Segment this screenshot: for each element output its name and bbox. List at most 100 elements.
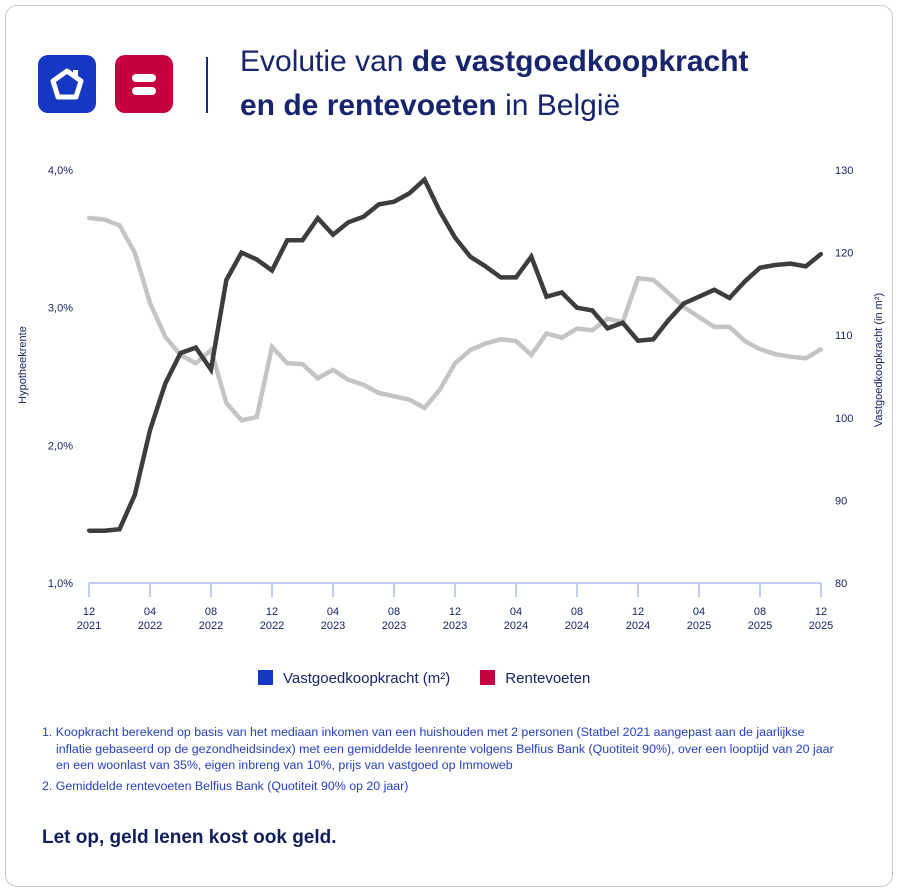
data-point-koopkracht (193, 361, 198, 366)
data-point-koopkracht (666, 291, 671, 296)
title-part: in België (496, 89, 621, 122)
data-point-rentevoeten (498, 275, 503, 280)
data-point-rentevoeten (437, 209, 442, 214)
data-point-koopkracht (559, 335, 564, 340)
data-point-koopkracht (300, 362, 305, 367)
data-point-koopkracht (254, 414, 259, 419)
data-point-rentevoeten (285, 238, 290, 243)
data-point-rentevoeten (209, 367, 213, 372)
right-tick-label: 120 (835, 248, 853, 260)
bank-logo-icon (115, 55, 173, 113)
data-point-koopkracht (651, 277, 656, 282)
data-point-koopkracht (575, 326, 579, 331)
title-bold: en de rentevoeten (240, 89, 497, 122)
x-tick-year: 2022 (199, 620, 223, 632)
data-point-rentevoeten (529, 254, 534, 259)
data-point-rentevoeten (575, 305, 579, 310)
data-point-koopkracht (163, 334, 168, 339)
x-tick-year: 2022 (260, 620, 284, 632)
card-frame (5, 5, 893, 887)
page-title: Evolutie van de vastgoedkoopkracht en de… (240, 40, 749, 128)
x-tick-year: 2024 (565, 620, 589, 632)
x-tick-month: 04 (144, 606, 156, 618)
data-point-koopkracht (132, 250, 137, 255)
footnote-1: 1. Koopkracht berekend op basis van het … (42, 725, 834, 772)
data-point-koopkracht (483, 341, 488, 346)
title-part: Evolutie van (240, 45, 412, 78)
data-point-koopkracht (468, 348, 473, 353)
data-point-rentevoeten (559, 290, 564, 295)
data-point-koopkracht (437, 387, 442, 392)
right-tick-label: 130 (835, 165, 853, 177)
series-line-rentevoeten (89, 175, 823, 533)
data-point-rentevoeten (331, 232, 335, 237)
data-point-koopkracht (788, 354, 793, 359)
title-bold: de vastgoedkoopkracht (411, 45, 749, 78)
data-point-koopkracht (87, 215, 91, 220)
data-point-koopkracht (697, 315, 701, 320)
legend-item-koopkracht: Vastgoedkoopkracht (m²) (258, 670, 450, 687)
data-point-rentevoeten (544, 294, 549, 299)
x-tick-month: 04 (327, 606, 339, 618)
header-divider (206, 57, 208, 113)
x-tick-month: 12 (266, 606, 278, 618)
data-point-rentevoeten (148, 428, 152, 433)
data-point-koopkracht (407, 397, 412, 402)
x-tick-month: 12 (449, 606, 461, 618)
x-tick-year: 2024 (504, 620, 528, 632)
data-point-koopkracht (529, 353, 534, 358)
data-point-koopkracht (361, 382, 366, 387)
data-point-rentevoeten (468, 254, 473, 259)
legend: Vastgoedkoopkracht (m²) Rentevoeten (258, 670, 590, 687)
data-point-koopkracht (102, 217, 107, 222)
data-point-rentevoeten (453, 235, 457, 240)
x-tick-year: 2023 (321, 620, 345, 632)
footnotes: 1. Koopkracht berekend op basis van het … (42, 724, 842, 798)
data-point-rentevoeten (819, 251, 823, 256)
x-tick-year: 2023 (443, 620, 467, 632)
data-point-rentevoeten (422, 177, 427, 182)
data-point-koopkracht (498, 337, 503, 342)
right-tick-label: 110 (835, 330, 853, 342)
data-point-rentevoeten (636, 338, 640, 343)
right-tick-label: 100 (835, 413, 853, 425)
x-tick-month: 08 (388, 606, 400, 618)
data-point-koopkracht (422, 405, 427, 410)
data-point-koopkracht (727, 324, 732, 329)
x-tick-month: 08 (205, 606, 217, 618)
data-point-koopkracht (239, 418, 244, 423)
series-line-koopkracht (88, 215, 823, 423)
data-point-rentevoeten (681, 301, 686, 306)
left-tick-label: 3,0% (48, 303, 73, 315)
data-point-rentevoeten (392, 199, 396, 204)
data-point-rentevoeten (590, 308, 595, 313)
data-point-rentevoeten (727, 296, 732, 301)
x-tick-month: 12 (83, 606, 95, 618)
data-point-koopkracht (224, 400, 229, 405)
x-tick-year: 2021 (77, 620, 101, 632)
data-point-rentevoeten (803, 264, 808, 269)
footnote-2: 2. Gemiddelde rentevoeten Belfius Bank (… (42, 778, 409, 793)
data-point-koopkracht (285, 361, 290, 366)
x-tick-year: 2023 (382, 620, 406, 632)
data-point-koopkracht (514, 338, 518, 343)
x-tick-month: 08 (571, 606, 583, 618)
x-tick-year: 2025 (687, 620, 711, 632)
right-axis-label: Vastgoedkoopkracht (in m²) (873, 293, 885, 427)
data-point-rentevoeten (254, 257, 259, 262)
data-point-koopkracht (148, 300, 152, 305)
data-point-rentevoeten (712, 287, 717, 292)
right-tick-label: 90 (835, 495, 847, 507)
data-point-rentevoeten (742, 279, 747, 284)
data-point-rentevoeten (163, 381, 168, 386)
loan-warning: Let op, geld lenen kost ook geld. (42, 827, 337, 848)
x-tick-year: 2024 (626, 620, 650, 632)
data-point-rentevoeten (300, 238, 305, 243)
legend-swatch-blue (258, 670, 273, 685)
data-point-rentevoeten (758, 265, 762, 270)
data-point-koopkracht (392, 394, 396, 399)
line-chart: Hypotheekrente Vastgoedkoopkracht (in m²… (17, 165, 885, 632)
data-point-koopkracht (346, 377, 351, 382)
x-tick-month: 08 (754, 606, 766, 618)
pentagon-house-icon (50, 68, 84, 100)
